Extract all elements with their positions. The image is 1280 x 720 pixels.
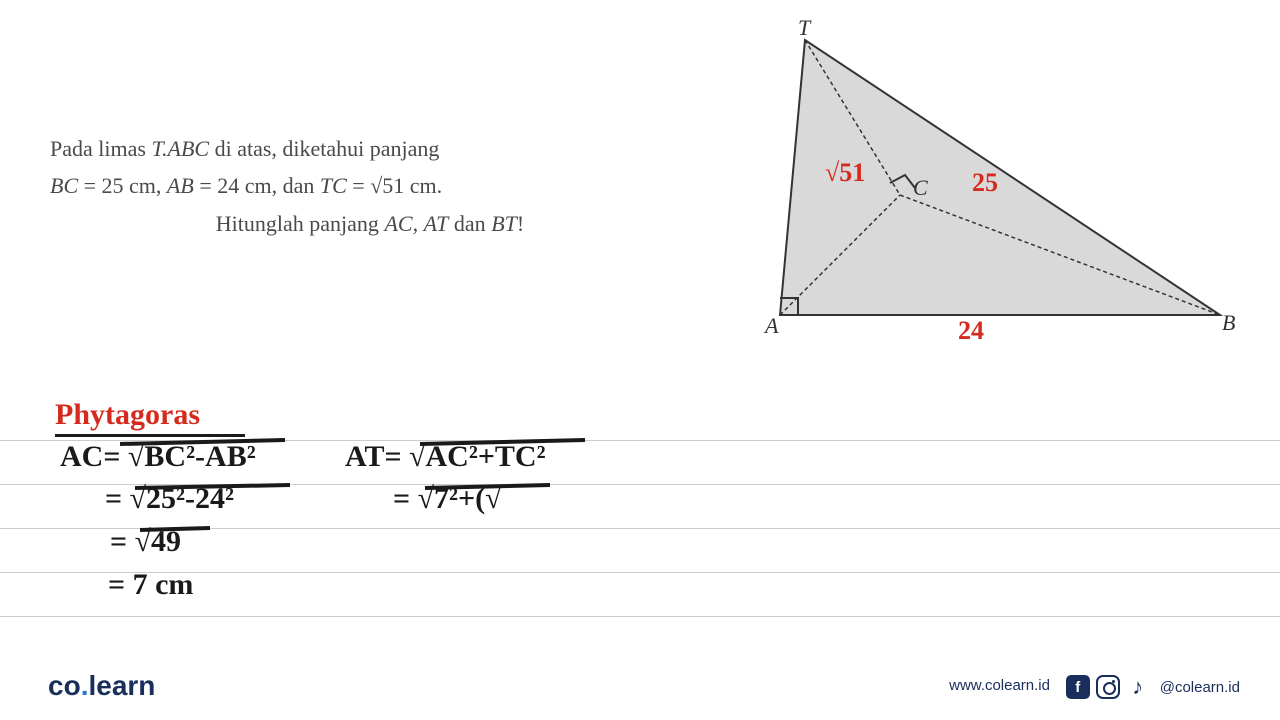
annot-tc: √51 (825, 158, 865, 188)
handwriting-title: Phytagoras (55, 398, 200, 432)
annot-ab: 24 (958, 316, 984, 346)
footer: co.learn www.colearn.id f ♪ @colearn.id (0, 662, 1280, 702)
sqrt-overline-5 (425, 482, 550, 492)
website-url: www.colearn.id (949, 677, 1050, 694)
facebook-icon: f (1066, 675, 1090, 699)
sqrt-overline-3 (140, 524, 210, 534)
social-links: f ♪ @colearn.id (1066, 675, 1240, 699)
sqrt-overline-1 (120, 438, 285, 448)
sqrt-overline-2 (135, 482, 290, 492)
label-c: C (913, 175, 928, 201)
label-t: T (798, 15, 810, 41)
problem-line-1: Pada limas T.ABC di atas, diketahui panj… (50, 130, 650, 167)
problem-line-2: BC = 25 cm, AB = 24 cm, dan TC = √51 cm. (50, 167, 650, 204)
instagram-icon (1096, 675, 1120, 699)
brand-logo: co.learn (48, 670, 155, 702)
annot-bc: 25 (972, 168, 998, 198)
problem-line-3: Hitunglah panjang AC, AT dan BT! (50, 205, 650, 242)
sqrt-overline-4 (420, 438, 585, 448)
tiktok-icon: ♪ (1126, 675, 1150, 699)
label-a: A (765, 313, 778, 339)
hw-ac-4: = 7 cm (108, 568, 193, 602)
label-b: B (1222, 310, 1235, 336)
title-underline (55, 434, 245, 437)
social-handle: @colearn.id (1160, 679, 1240, 696)
problem-statement: Pada limas T.ABC di atas, diketahui panj… (50, 130, 650, 242)
triangle-diagram: T A B C √51 25 24 (710, 20, 1240, 350)
